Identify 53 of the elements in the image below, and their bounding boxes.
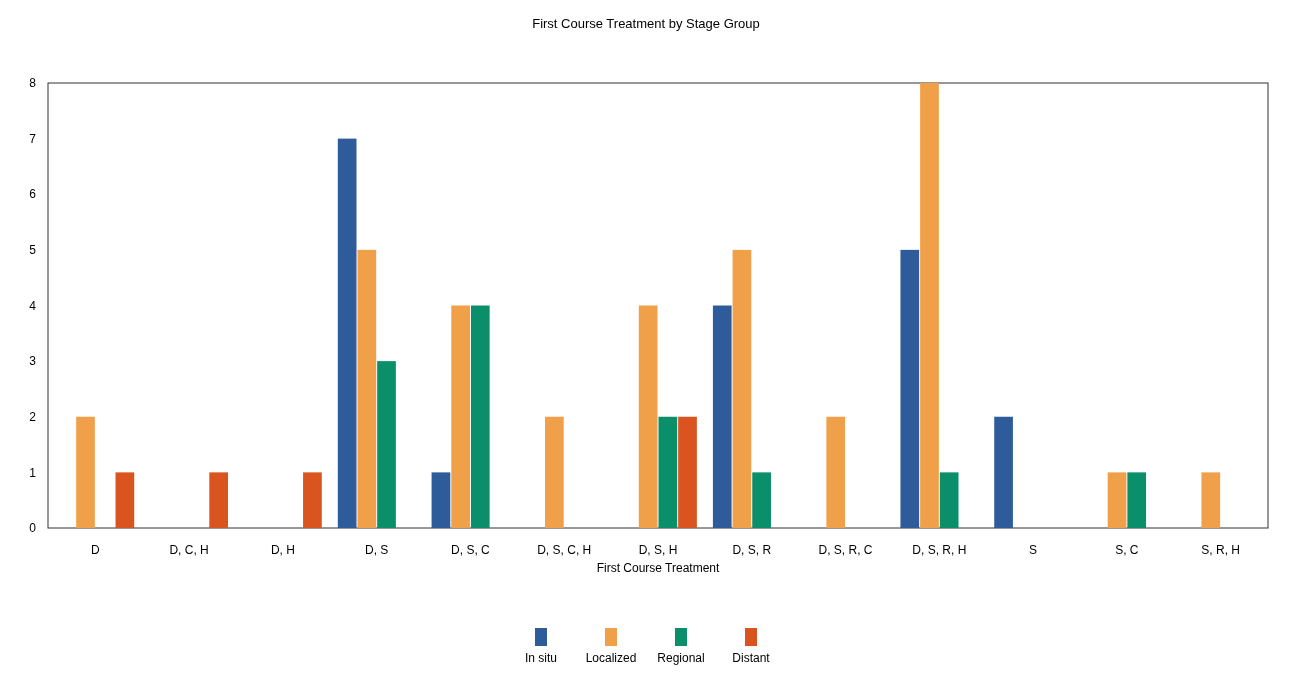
bar — [76, 416, 95, 528]
x-tick-label: D, C, H — [169, 543, 209, 557]
x-axis-title: First Course Treatment — [596, 561, 721, 575]
bar — [994, 416, 1013, 528]
bar — [545, 416, 564, 528]
bar — [658, 416, 678, 528]
bar — [357, 249, 377, 528]
bar — [1201, 472, 1221, 528]
legend-label: In situ — [524, 651, 558, 665]
bar — [209, 472, 228, 528]
bar — [826, 416, 846, 528]
x-tick-label: S, C — [1115, 543, 1139, 557]
bar — [939, 472, 959, 528]
bar — [115, 472, 135, 528]
y-tick-label: 6 — [29, 187, 37, 202]
bar — [920, 83, 939, 528]
x-tick-label: D, H — [270, 543, 295, 557]
y-tick-label: 7 — [29, 131, 37, 146]
x-tick-label: D, S — [365, 543, 389, 557]
y-tick-label: 1 — [29, 465, 37, 480]
bar — [1127, 472, 1147, 528]
bar — [732, 249, 752, 528]
x-tick-label: D, S, R — [732, 543, 772, 557]
bar — [470, 305, 490, 528]
y-tick-label: 4 — [29, 298, 37, 313]
x-tick-label: S — [1029, 543, 1038, 557]
legend-label: Distant — [732, 651, 771, 665]
legend-label: Localized — [585, 651, 637, 665]
x-tick-label: D, S, C, H — [537, 543, 592, 557]
x-tick-label: D, S, H — [638, 543, 678, 557]
bar — [431, 472, 451, 528]
y-tick-label: 5 — [29, 243, 37, 258]
x-tick-label: D — [91, 543, 101, 557]
bar — [451, 305, 470, 528]
x-tick-label: S, R, H — [1201, 543, 1240, 557]
bar — [337, 138, 357, 528]
bar — [303, 472, 322, 528]
chart-title: First Course Treatment by Stage Group — [532, 16, 760, 31]
y-tick-label: 0 — [29, 521, 37, 536]
bar — [712, 305, 732, 528]
x-tick-label: D, S, C — [451, 543, 491, 557]
bar — [752, 472, 771, 528]
y-tick-label: 3 — [29, 354, 37, 369]
bar — [678, 416, 697, 528]
bar — [638, 305, 658, 528]
legend-label: Regional — [657, 651, 705, 665]
bar — [900, 249, 920, 528]
x-tick-label: D, S, R, H — [912, 543, 967, 557]
y-tick-label: 2 — [29, 409, 37, 424]
bar — [377, 361, 396, 528]
bar — [1107, 472, 1127, 528]
x-tick-label: D, S, R, C — [818, 543, 873, 557]
y-tick-label: 8 — [29, 76, 37, 91]
